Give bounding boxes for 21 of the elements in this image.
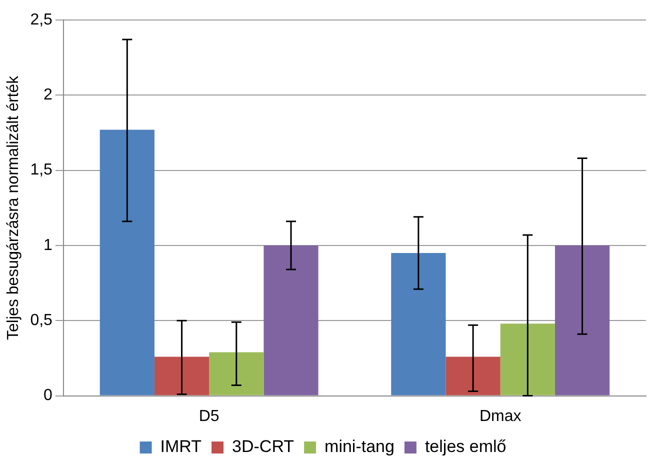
y-tick-label: 0 [44, 387, 53, 404]
y-tick-label: 2,5 [30, 11, 53, 28]
y-axis-title: Teljes besugárzásra normalizált érték [5, 74, 22, 340]
legend-label: IMRT [160, 437, 202, 456]
y-tick-label: 0,5 [30, 312, 53, 330]
bar [100, 130, 154, 396]
bar [391, 252, 446, 396]
x-tick-label: D5 [198, 408, 220, 425]
bar [554, 245, 610, 396]
bar [500, 324, 555, 396]
x-tick-label: Dmax [479, 408, 522, 425]
bar [154, 356, 210, 396]
y-tick-label: 2 [44, 86, 53, 104]
bar [264, 245, 318, 396]
legend-label: teljes emlő [424, 437, 506, 456]
y-tick-label: 1 [44, 236, 53, 254]
legend-label: mini-tang [324, 437, 394, 456]
bar [446, 356, 500, 396]
legend-label: 3D-CRT [232, 437, 294, 456]
y-tick-label: 1,5 [30, 162, 53, 179]
bar [209, 352, 264, 396]
